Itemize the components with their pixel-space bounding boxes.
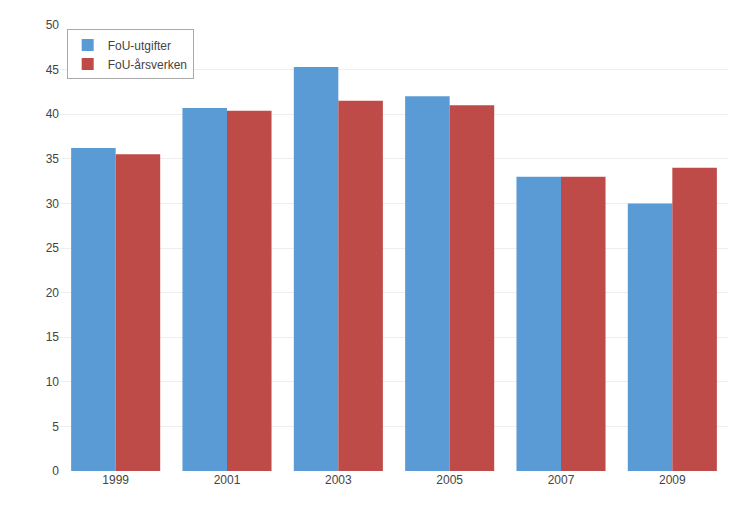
svg-text:0: 0 <box>52 464 59 478</box>
svg-text:FoU-utgifter: FoU-utgifter <box>108 39 171 53</box>
svg-text:2007: 2007 <box>548 473 575 487</box>
svg-text:10: 10 <box>46 375 60 389</box>
svg-text:2003: 2003 <box>325 473 352 487</box>
svg-text:40: 40 <box>46 107 60 121</box>
svg-text:FoU-årsverken: FoU-årsverken <box>108 58 187 72</box>
svg-text:45: 45 <box>46 63 60 77</box>
svg-text:2005: 2005 <box>436 473 463 487</box>
svg-text:35: 35 <box>46 152 60 166</box>
svg-text:30: 30 <box>46 197 60 211</box>
svg-text:20: 20 <box>46 286 60 300</box>
svg-text:2001: 2001 <box>214 473 241 487</box>
svg-text:15: 15 <box>46 330 60 344</box>
svg-text:5: 5 <box>52 420 59 434</box>
svg-text:1999: 1999 <box>102 473 129 487</box>
svg-text:25: 25 <box>46 241 60 255</box>
svg-text:50: 50 <box>46 18 60 32</box>
svg-text:2009: 2009 <box>659 473 686 487</box>
